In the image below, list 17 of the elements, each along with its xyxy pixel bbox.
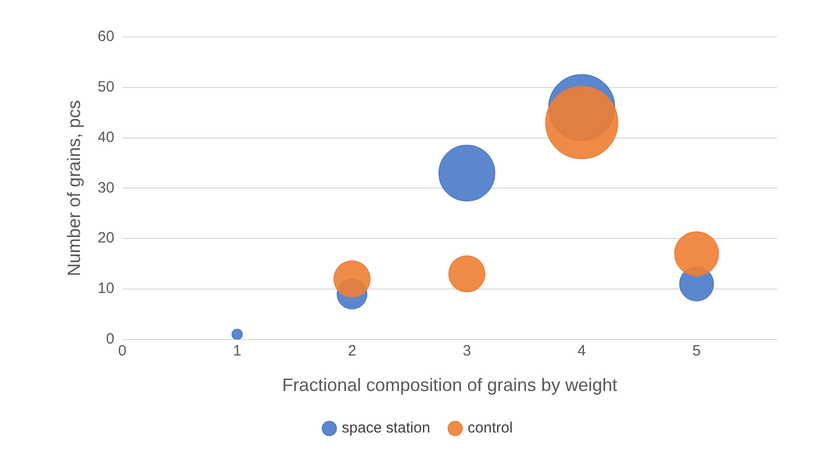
y-tick-label: 60 [98, 28, 114, 46]
y-tick-label: 40 [98, 128, 114, 146]
x-tick-label: 1 [232, 342, 242, 360]
legend-label: space station [342, 420, 430, 437]
y-tick-label: 0 [106, 330, 114, 348]
y-tick-label: 30 [98, 179, 114, 196]
x-tick-label: 0 [118, 342, 126, 360]
y-axis-title: Number of grains, pcs [64, 100, 84, 276]
y-tick-label: 50 [98, 78, 114, 96]
x-tick-label: 4 [578, 342, 586, 360]
x-tick-label: 3 [462, 342, 472, 360]
legend-label: control [468, 420, 513, 437]
x-tick-label: 5 [692, 342, 701, 360]
x-tick-label: 2 [348, 342, 356, 360]
y-tick-label: 10 [98, 280, 114, 298]
y-tick-label: 20 [98, 230, 114, 247]
x-axis-title: Fractional composition of grains by weight [282, 375, 618, 396]
